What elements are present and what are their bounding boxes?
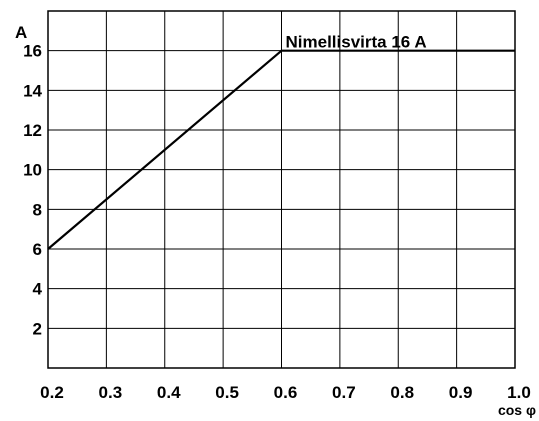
x-tick-label: 0.8	[390, 383, 414, 402]
x-tick-label: 0.3	[99, 383, 123, 402]
y-tick-labels: 2 4 6 8 10 12 14 16	[23, 42, 42, 339]
y-axis-label: A	[15, 23, 27, 42]
x-tick-label: 0.5	[215, 383, 239, 402]
y-tick-label: 6	[33, 240, 42, 259]
y-tick-label: 2	[33, 319, 42, 338]
x-tick-label: 0.4	[157, 383, 181, 402]
plot-frame	[47, 10, 516, 369]
y-tick-label: 8	[33, 200, 42, 219]
x-tick-label: 0.2	[40, 383, 64, 402]
y-tick-label: 16	[23, 42, 42, 61]
y-tick-label: 10	[23, 161, 42, 180]
series-layer	[47, 49, 515, 250]
x-tick-label: 0.9	[449, 383, 473, 402]
x-tick-labels: 0.2 0.3 0.4 0.5 0.6 0.7 0.8 0.9 1.0	[40, 383, 531, 402]
series-line-0	[47, 49, 515, 250]
x-tick-label: 0.6	[274, 383, 298, 402]
y-tick-label: 4	[33, 280, 43, 299]
nominal-current-annotation: Nimellisvirta 16 A	[286, 33, 427, 52]
x-tick-label: 1.0	[507, 383, 531, 402]
y-tick-label: 12	[23, 121, 42, 140]
x-axis-label: cos φ	[498, 402, 536, 418]
x-tick-label: 0.7	[332, 383, 356, 402]
y-tick-label: 14	[23, 81, 42, 100]
